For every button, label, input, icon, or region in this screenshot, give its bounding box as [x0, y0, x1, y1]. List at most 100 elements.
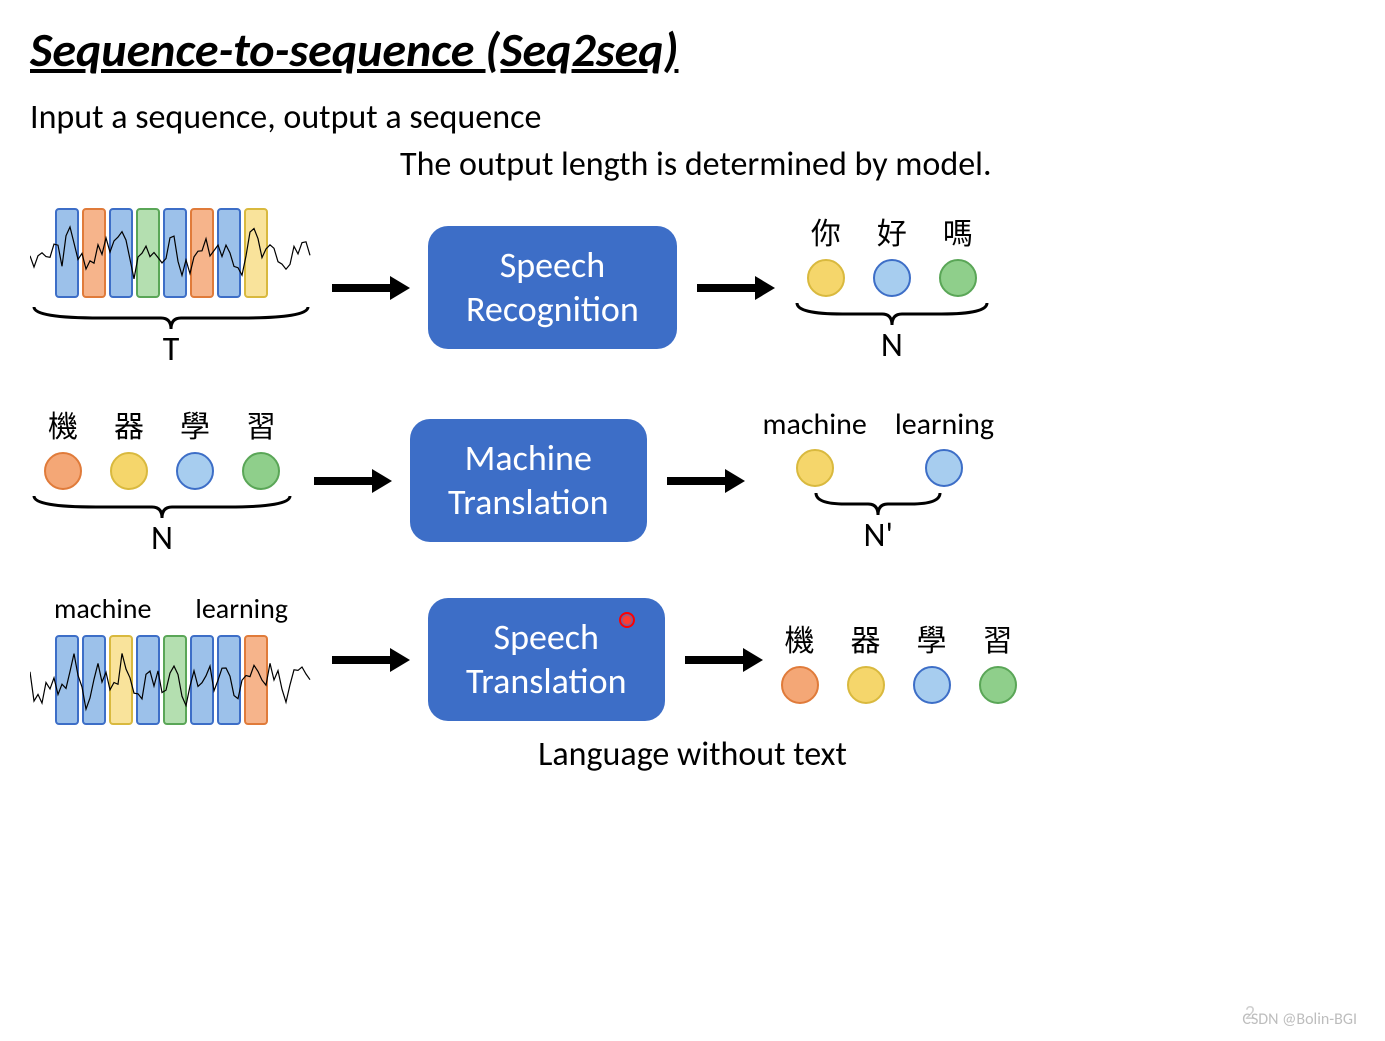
- token: 機: [781, 616, 819, 704]
- token-label: machine: [763, 406, 867, 443]
- token-label: 機: [48, 402, 78, 446]
- subtitle-2: The output length is determined by model…: [400, 144, 1355, 185]
- token-label: 器: [114, 402, 144, 446]
- model-label-line2: Translation: [448, 481, 609, 524]
- token-row: 你 好 嗎: [807, 209, 977, 297]
- token-circle-icon: [110, 452, 148, 490]
- brace: N: [793, 301, 991, 366]
- wave-bar: [55, 635, 79, 725]
- wave-bar: [82, 208, 106, 298]
- token-circle-icon: [807, 259, 845, 297]
- token: learning: [895, 406, 994, 487]
- token-circle-icon: [979, 666, 1017, 704]
- token-label: 你: [811, 209, 841, 253]
- token-circle-icon: [44, 452, 82, 490]
- wave-bar: [136, 635, 160, 725]
- row-output: machine learning N': [763, 406, 995, 556]
- subtitle-1: Input a sequence, output a sequence: [30, 97, 1355, 138]
- brace-label: N: [881, 325, 903, 366]
- token: 你: [807, 209, 845, 297]
- token: 器: [110, 402, 148, 490]
- token: 學: [913, 616, 951, 704]
- flow-row-1: 機 器 學 習 N Machine Translation: [30, 402, 1355, 559]
- token-label: 學: [180, 402, 210, 446]
- token-label: 習: [983, 616, 1013, 660]
- arrow-icon: [312, 466, 392, 496]
- token-label: learning: [895, 406, 994, 443]
- wave-bar: [109, 208, 133, 298]
- row-output: 你 好 嗎 N: [793, 209, 991, 366]
- wave-bar: [244, 208, 268, 298]
- token-row: machine learning: [763, 406, 995, 487]
- token-row: 機 器 學 習: [781, 616, 1017, 704]
- token-circle-icon: [847, 666, 885, 704]
- arrow-icon: [695, 273, 775, 303]
- token-circle-icon: [176, 452, 214, 490]
- slide-title: Sequence-to-sequence (Seq2seq): [30, 20, 1355, 79]
- row-input: T: [30, 205, 312, 370]
- brace: T: [30, 305, 312, 370]
- token: 習: [979, 616, 1017, 704]
- token-circle-icon: [873, 259, 911, 297]
- token: 好: [873, 209, 911, 297]
- token: 嗎: [939, 209, 977, 297]
- model-box: Machine Translation: [410, 419, 647, 541]
- arrow-icon: [330, 273, 410, 303]
- token-row: 機 器 學 習: [44, 402, 280, 490]
- flow-row-0: T Speech Recognition 你 好 嗎 N: [30, 205, 1355, 370]
- diagram-rows: T Speech Recognition 你 好 嗎 N: [30, 205, 1355, 775]
- wave-top-label: learning: [195, 591, 288, 626]
- token-circle-icon: [939, 259, 977, 297]
- token: 器: [847, 616, 885, 704]
- wave-bar: [136, 208, 160, 298]
- wave-bar: [190, 635, 214, 725]
- row-input: machine learning: [30, 591, 312, 728]
- flow-row-2: machine learning Speech Translation 機 器: [30, 591, 1355, 775]
- wave-top-labels: machine learning: [54, 591, 288, 626]
- model-box: Speech Recognition: [428, 226, 677, 348]
- token-label: 嗎: [943, 209, 973, 253]
- wave-bar: [190, 208, 214, 298]
- arrow-icon: [683, 645, 763, 675]
- model-label-line2: Translation: [466, 660, 627, 703]
- arrow-icon: [330, 645, 410, 675]
- wave-top-label: machine: [54, 591, 151, 626]
- token-circle-icon: [796, 449, 834, 487]
- model-box: Speech Translation: [428, 598, 665, 720]
- brace-label: T: [163, 329, 180, 370]
- waveform: [30, 205, 312, 301]
- row-footer: Language without text: [30, 734, 1355, 775]
- wave-bar: [217, 208, 241, 298]
- waveform: [30, 632, 312, 728]
- token-label: 習: [246, 402, 276, 446]
- wave-bar: [82, 635, 106, 725]
- brace-label: N': [864, 515, 893, 556]
- token-circle-icon: [781, 666, 819, 704]
- watermark: CSDN @Bolin-BGI: [1242, 1010, 1357, 1029]
- token-label: 機: [785, 616, 815, 660]
- model-label-line1: Machine: [448, 437, 609, 480]
- token-circle-icon: [925, 449, 963, 487]
- model-label-line2: Recognition: [466, 288, 639, 331]
- wave-bar: [244, 635, 268, 725]
- token: 學: [176, 402, 214, 490]
- token: 機: [44, 402, 82, 490]
- brace: N': [812, 491, 944, 556]
- token: 習: [242, 402, 280, 490]
- token-circle-icon: [242, 452, 280, 490]
- wave-bar: [163, 635, 187, 725]
- token-label: 學: [917, 616, 947, 660]
- brace: N: [30, 494, 294, 559]
- token-circle-icon: [913, 666, 951, 704]
- arrow-icon: [665, 466, 745, 496]
- brace-label: N: [151, 518, 173, 559]
- model-label-line1: Speech: [466, 616, 627, 659]
- row-input: 機 器 學 習 N: [30, 402, 294, 559]
- row-output: 機 器 學 習: [781, 616, 1017, 704]
- wave-bar: [55, 208, 79, 298]
- wave-bar: [109, 635, 133, 725]
- model-label-line1: Speech: [466, 244, 639, 287]
- wave-bar: [163, 208, 187, 298]
- laser-pointer-icon: [619, 612, 635, 628]
- wave-bar: [217, 635, 241, 725]
